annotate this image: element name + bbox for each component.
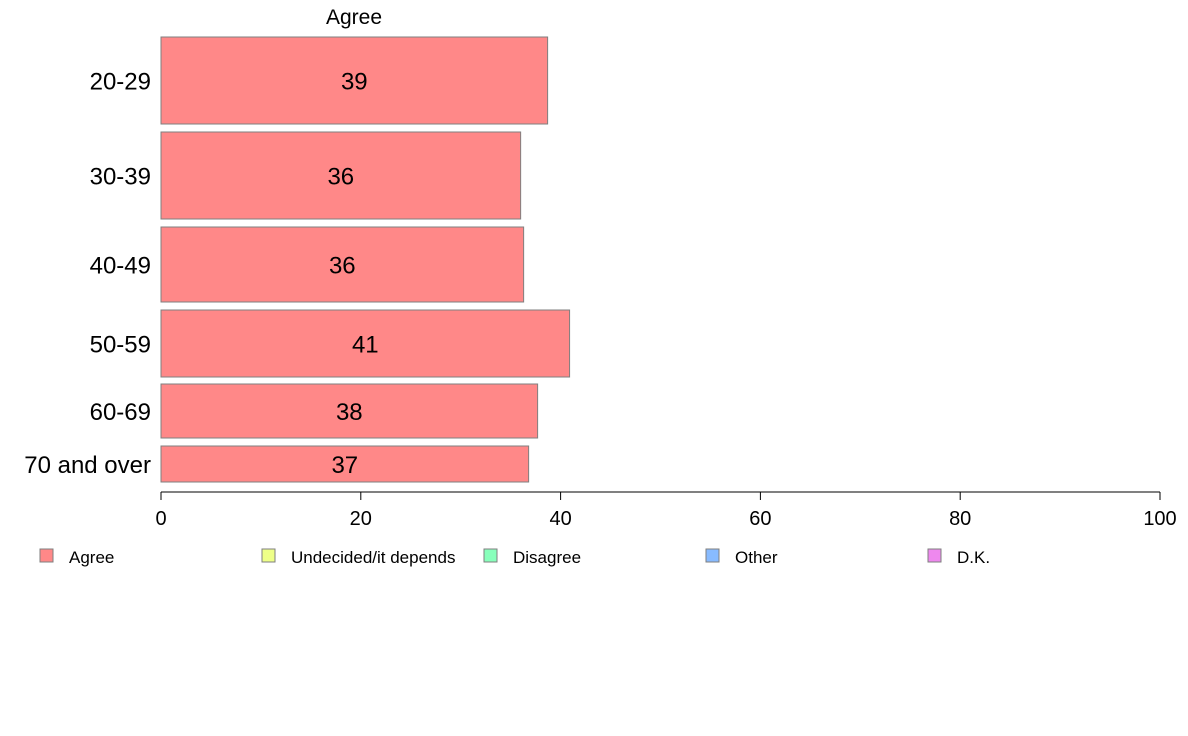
x-tick-label: 100 <box>1143 508 1176 530</box>
bar-agree-2 <box>160 226 525 303</box>
value-label: 36 <box>329 253 356 280</box>
category-label: 50-59 <box>90 332 151 359</box>
category-label: 30-39 <box>90 164 151 191</box>
legend-item-undecided-it-depends: Undecided/it depends <box>261 548 455 567</box>
value-label: 38 <box>336 399 363 426</box>
legend-swatch <box>261 548 276 563</box>
x-tick-label: 60 <box>749 508 771 530</box>
legend-swatch <box>927 548 942 563</box>
legend-swatch <box>483 548 498 563</box>
value-label: 41 <box>352 332 379 359</box>
legend-label: D.K. <box>957 548 990 567</box>
value-labels: 39 36 36 41 38 37 <box>327 69 378 480</box>
bar-agree-4 <box>160 383 539 439</box>
category-label: 40-49 <box>90 253 151 280</box>
legend-label: Other <box>735 548 778 567</box>
legend-label: Undecided/it depends <box>291 548 455 567</box>
legend: Agree Undecided/it depends Disagree Other D.… <box>39 548 990 567</box>
bars-group <box>160 36 571 483</box>
bar-agree-1 <box>160 131 522 220</box>
bar-agree-3 <box>160 309 571 378</box>
bar-agree-5 <box>160 445 530 483</box>
category-labels: 20-29 30-39 40-49 50-59 60-69 70 and over <box>24 69 151 480</box>
x-tick-label: 40 <box>549 508 571 530</box>
legend-item-d-k-: D.K. <box>927 548 990 567</box>
category-label: 70 and over <box>24 452 151 479</box>
legend-label: Agree <box>69 548 114 567</box>
legend-swatch <box>39 548 54 563</box>
x-tick-label: 20 <box>350 508 372 530</box>
category-label: 20-29 <box>90 69 151 96</box>
series-title: Agree <box>326 6 382 29</box>
legend-swatch <box>705 548 720 563</box>
x-axis: 0 20 40 60 80 100 <box>155 491 1177 530</box>
bar-agree-0 <box>160 36 549 125</box>
x-tick-label: 80 <box>949 508 971 530</box>
legend-item-disagree: Disagree <box>483 548 581 567</box>
x-tick-label: 0 <box>155 508 166 530</box>
legend-item-agree: Agree <box>39 548 114 567</box>
legend-label: Disagree <box>513 548 581 567</box>
category-label: 60-69 <box>90 399 151 426</box>
value-label: 37 <box>331 452 358 479</box>
value-label: 39 <box>341 69 368 96</box>
legend-item-other: Other <box>705 548 778 567</box>
value-label: 36 <box>327 164 354 191</box>
